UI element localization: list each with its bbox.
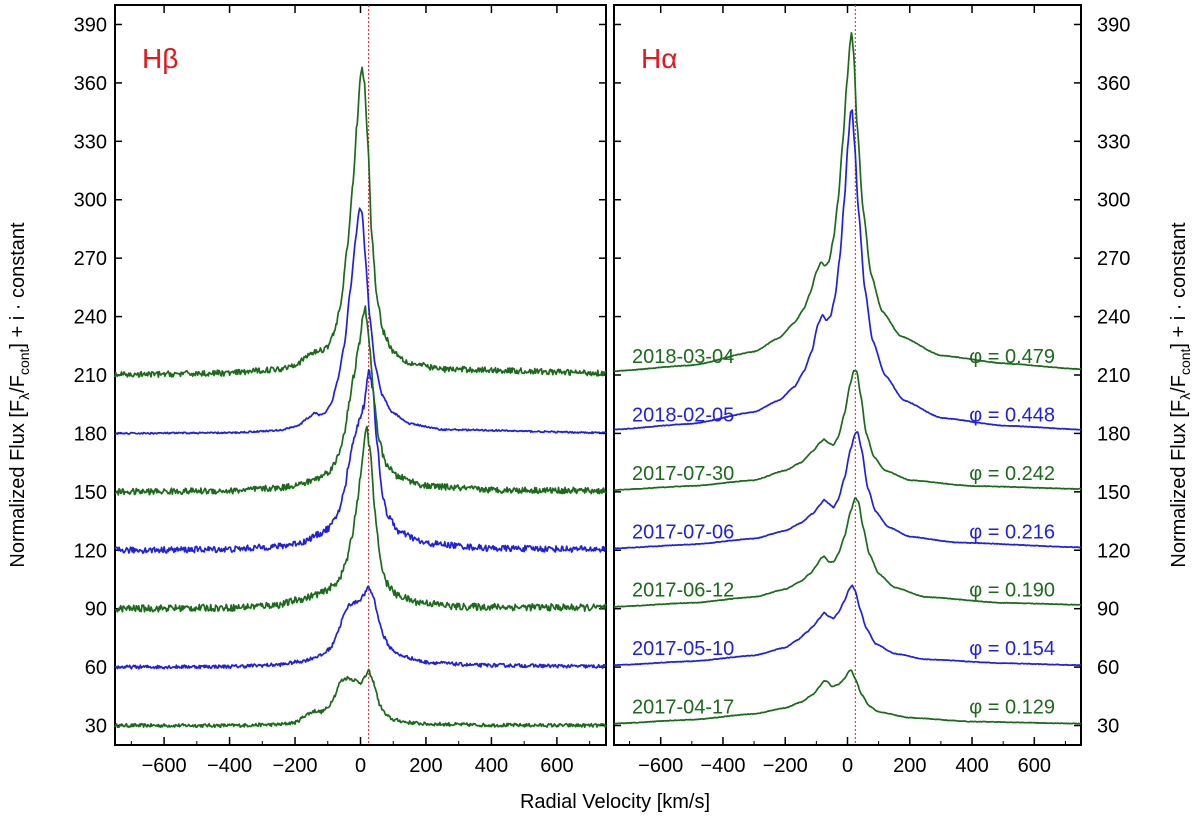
y-tick-label: 120 — [74, 540, 107, 562]
y-tick-label: 210 — [74, 365, 107, 387]
y-tick-label: 180 — [1097, 423, 1130, 445]
spectrum-line — [613, 109, 1082, 431]
spectrum-line — [114, 668, 607, 729]
y-tick-label: 270 — [74, 248, 107, 270]
spectrum-date-label: 2017-04-17 — [632, 697, 734, 719]
panel-title: Hβ — [142, 43, 178, 74]
y-tick-label: 30 — [85, 716, 107, 738]
plot-frame — [114, 4, 607, 746]
y-tick-label: 360 — [74, 73, 107, 95]
spectrum-line — [613, 584, 1082, 667]
x-tick-label: −400 — [700, 755, 745, 777]
y-tick-label: 150 — [1097, 482, 1130, 504]
x-tick-label: 600 — [540, 755, 573, 777]
x-tick-label: 200 — [409, 755, 442, 777]
spectrum-line — [114, 425, 607, 613]
plot-frame — [613, 4, 1082, 746]
spectrum-line — [114, 66, 607, 378]
y-tick-label: 180 — [74, 423, 107, 445]
y-tick-label: 270 — [1097, 248, 1130, 270]
spectrum-line — [613, 669, 1082, 725]
spectrum-date-label: 2018-03-04 — [632, 346, 734, 368]
y-tick-label: 150 — [74, 482, 107, 504]
x-axis-label: Radial Velocity [km/s] — [520, 791, 710, 813]
y-tick-label: 90 — [1097, 599, 1119, 621]
x-tick-label: 200 — [893, 755, 926, 777]
spectrum-line — [613, 496, 1082, 608]
y-tick-label: 330 — [1097, 131, 1130, 153]
x-tick-label: −200 — [273, 755, 318, 777]
spectrum-date-label: 2017-07-30 — [632, 463, 734, 485]
y-axis-label-right: Normalized Flux [Fλ/Fcont] + i · constan… — [1168, 222, 1193, 568]
spectrum-date-label: 2018-02-05 — [632, 404, 734, 426]
y-tick-label: 210 — [1097, 365, 1130, 387]
y-tick-label: 330 — [74, 131, 107, 153]
x-tick-label: 400 — [955, 755, 988, 777]
spectrum-phase-label: φ = 0.190 — [969, 580, 1055, 602]
y-tick-label: 60 — [1097, 657, 1119, 679]
panel-h-alpha: −600 −400 −200 0 200 400 600 30 60 90 120 150 180 210… — [613, 4, 1130, 777]
spectrum-date-label: 2017-05-10 — [632, 638, 734, 660]
spectrum-line — [114, 207, 607, 435]
y-tick-label: 60 — [85, 657, 107, 679]
spectrum-phase-label: φ = 0.129 — [969, 697, 1055, 719]
spectrum-line — [114, 585, 607, 670]
spectrum-phase-label: φ = 0.216 — [969, 521, 1055, 543]
x-tick-label: −400 — [207, 755, 252, 777]
spectrum-line — [613, 431, 1082, 550]
y-tick-label: 90 — [85, 599, 107, 621]
y-tick-label: 360 — [1097, 73, 1130, 95]
x-tick-label: 400 — [475, 755, 508, 777]
spectrum-line — [114, 369, 607, 554]
y-tick-label: 240 — [74, 307, 107, 329]
x-tick-label: 0 — [842, 755, 853, 777]
y-tick-label: 300 — [1097, 190, 1130, 212]
spectrum-line — [613, 369, 1082, 491]
x-tick-label: −600 — [638, 755, 683, 777]
x-tick-label: −200 — [763, 755, 808, 777]
spectrum-line — [114, 305, 607, 496]
spectrum-phase-label: φ = 0.479 — [969, 346, 1055, 368]
y-tick-label: 390 — [1097, 14, 1130, 36]
spectrum-phase-label: φ = 0.154 — [969, 638, 1055, 660]
spectrum-date-label: 2017-06-12 — [632, 580, 734, 602]
x-tick-label: −600 — [142, 755, 187, 777]
panel-h-beta: −600 −400 −200 0 200 400 600 30 60 90 120 150 180 210… — [74, 4, 607, 777]
spectrum-date-label: 2017-07-06 — [632, 521, 734, 543]
y-axis-label-left: Normalized Flux [Fλ/Fcont] + i · constan… — [7, 222, 32, 568]
spectrum-line — [613, 31, 1082, 373]
x-tick-label: 0 — [355, 755, 366, 777]
y-tick-label: 30 — [1097, 716, 1119, 738]
y-tick-label: 120 — [1097, 540, 1130, 562]
spectrum-phase-label: φ = 0.242 — [969, 463, 1055, 485]
spectrum-phase-label: φ = 0.448 — [969, 404, 1055, 426]
y-tick-label: 300 — [74, 190, 107, 212]
y-tick-label: 390 — [74, 14, 107, 36]
x-tick-label: 600 — [1018, 755, 1051, 777]
panel-title: Hα — [641, 43, 677, 74]
y-tick-label: 240 — [1097, 307, 1130, 329]
